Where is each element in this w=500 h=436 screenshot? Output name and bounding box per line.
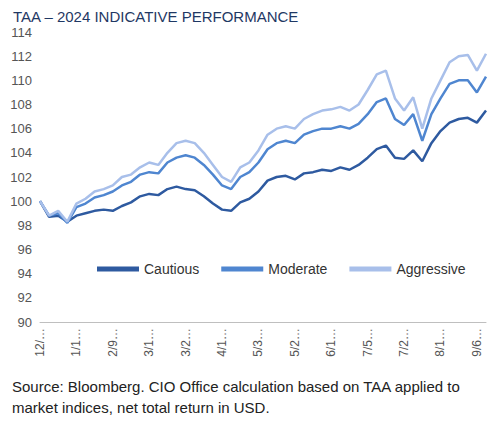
svg-text:4/1…: 4/1… (215, 328, 229, 357)
svg-text:7/5…: 7/5… (361, 328, 375, 357)
svg-text:6/1…: 6/1… (324, 328, 338, 357)
svg-text:90: 90 (18, 315, 32, 330)
svg-text:5/3…: 5/3… (251, 328, 265, 357)
svg-text:TAA – 2024 INDICATIVE PERFORMA: TAA – 2024 INDICATIVE PERFORMANCE (13, 8, 298, 25)
svg-text:2/9…: 2/9… (106, 328, 120, 357)
svg-text:3/2…: 3/2… (179, 328, 193, 357)
svg-text:112: 112 (11, 49, 32, 64)
svg-text:98: 98 (18, 218, 32, 233)
svg-text:5/2…: 5/2… (288, 328, 302, 357)
svg-text:Cautious: Cautious (144, 261, 199, 277)
svg-text:Aggressive: Aggressive (396, 261, 465, 277)
svg-text:94: 94 (18, 266, 32, 281)
svg-text:110: 110 (11, 73, 32, 88)
svg-text:114: 114 (11, 25, 32, 40)
svg-text:104: 104 (10, 145, 32, 160)
html-text:Source: Bloomberg. CIO Office: Source: Bloomberg. CIO Office calculatio… (12, 378, 460, 416)
svg-text:106: 106 (10, 121, 32, 136)
svg-text:102: 102 (10, 170, 32, 185)
svg-text:1/1…: 1/1… (69, 328, 83, 357)
svg-text:7/2…: 7/2… (397, 328, 411, 357)
svg-text:12/…: 12/… (33, 328, 47, 357)
svg-text:96: 96 (18, 242, 32, 257)
svg-text:9/6…: 9/6… (470, 328, 484, 357)
svg-text:8/1…: 8/1… (433, 328, 447, 357)
svg-text:3/1…: 3/1… (142, 328, 156, 357)
svg-text:100: 100 (10, 194, 32, 209)
svg-text:92: 92 (18, 290, 32, 305)
svg-text:108: 108 (10, 97, 32, 112)
svg-text:Moderate: Moderate (268, 261, 327, 277)
